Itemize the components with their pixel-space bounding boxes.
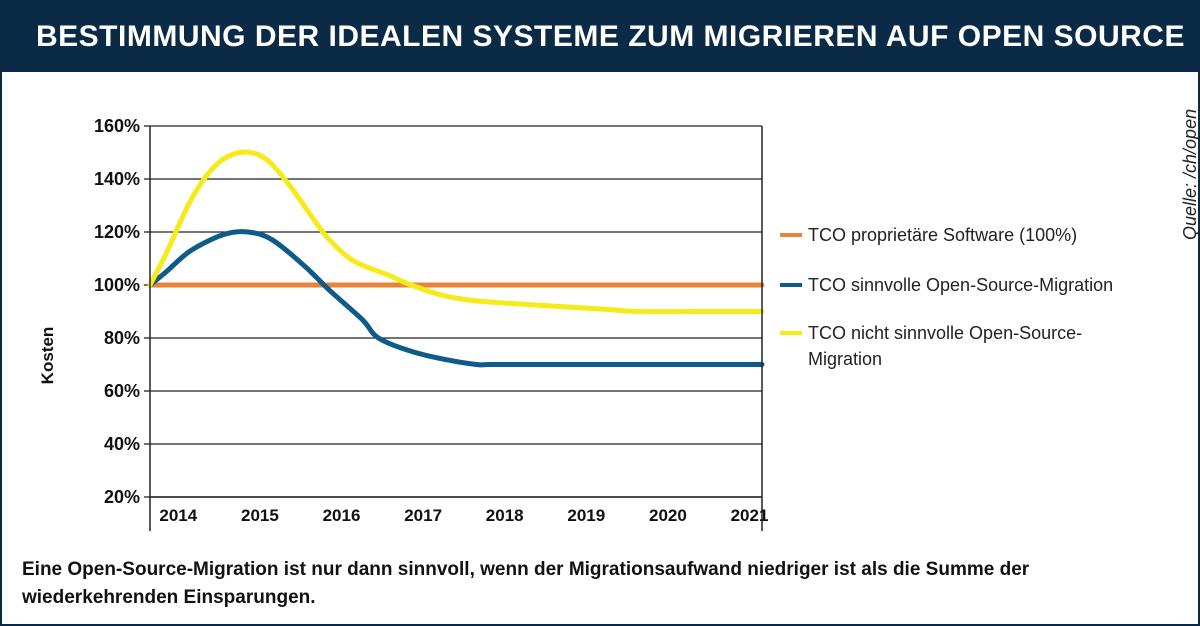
y-tick-label: 160% <box>94 116 140 136</box>
plot-area-border <box>149 126 763 531</box>
x-tick-label: 2015 <box>241 506 279 525</box>
legend-swatch-blue <box>780 283 802 287</box>
chart-caption: Eine Open-Source-Migration ist nur dann … <box>22 559 1030 608</box>
series-line-1 <box>147 229 765 368</box>
legend-item-not-sensible: TCO nicht sinnvolle Open-Source-Migratio… <box>780 320 1118 372</box>
x-tick-label: 2016 <box>323 506 361 525</box>
legend-swatch-yellow <box>780 331 802 335</box>
legend-item-sensible: TCO sinnvolle Open-Source-Migration <box>780 272 1140 298</box>
header-bar: BESTIMMUNG DER IDEALEN SYSTEME ZUM MIGRI… <box>2 2 1198 72</box>
x-tick-label: 2017 <box>404 506 442 525</box>
x-tick-label: 2021 <box>731 506 769 525</box>
x-tick-label: 2018 <box>486 506 524 525</box>
legend-item-proprietary: TCO proprietäre Software (100%) <box>780 222 1140 248</box>
x-tick-label: 2014 <box>159 506 197 525</box>
x-tick-label: 2020 <box>649 506 687 525</box>
legend-label: TCO proprietäre Software (100%) <box>808 225 1078 245</box>
source-text: Quelle: /ch/open <box>1180 108 1200 240</box>
y-tick-label: 20% <box>104 487 140 507</box>
y-tick-label: 60% <box>104 381 140 401</box>
y-tick-label: 80% <box>104 328 140 348</box>
legend-label: TCO nicht sinnvolle Open-Source-Migratio… <box>808 323 1083 369</box>
legend-swatch-orange <box>780 233 802 237</box>
series-line-2 <box>147 149 765 315</box>
source-note: Quelle: /ch/open <box>1158 90 1200 240</box>
chart-legend: TCO proprietäre Software (100%) TCO sinn… <box>780 222 1140 372</box>
legend-label: TCO sinnvolle Open-Source-Migration <box>808 275 1114 295</box>
y-tick-label: 120% <box>94 222 140 242</box>
page-title: BESTIMMUNG DER IDEALEN SYSTEME ZUM MIGRI… <box>36 20 1185 53</box>
series-lines <box>147 149 765 368</box>
y-tick-label: 100% <box>94 275 140 295</box>
y-tick-label: 140% <box>94 169 140 189</box>
x-tick-label: 2019 <box>567 506 605 525</box>
y-tick-label: 40% <box>104 434 140 454</box>
y-axis-label: Kosten <box>38 327 57 385</box>
axis-labels: 20% 40% 60% 80% 100% 120% 140% 160% 2014 2015 2016… <box>38 116 768 525</box>
